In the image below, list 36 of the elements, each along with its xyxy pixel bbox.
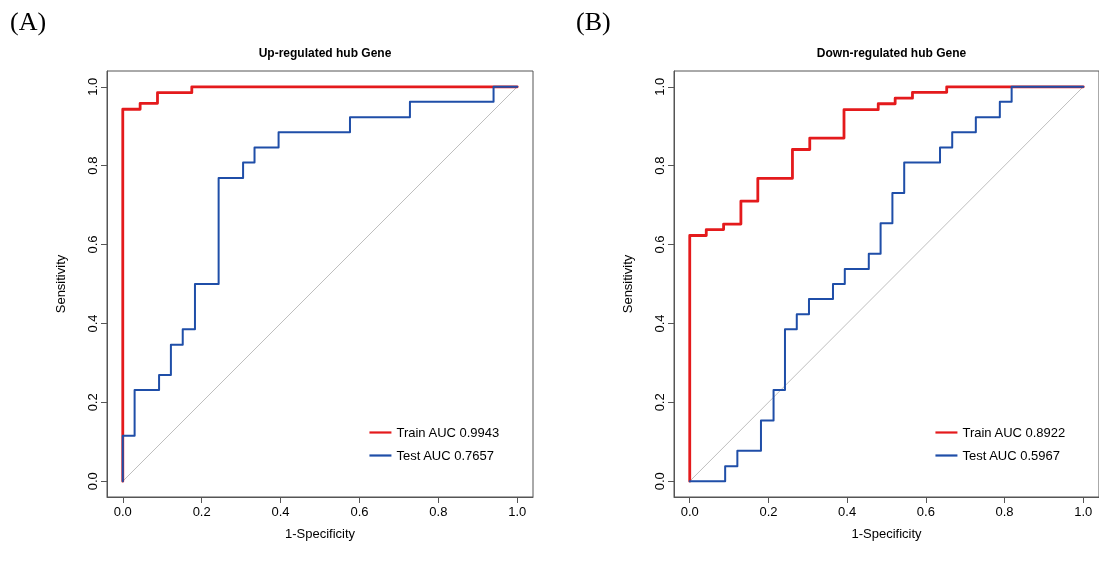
x-tick-label: 0.4 [271, 504, 290, 519]
legend-label: Test AUC 0.5967 [962, 448, 1060, 463]
x-tick-label: 0.0 [113, 504, 132, 519]
y-tick-label: 0.4 [85, 314, 100, 333]
x-tick-label: 1.0 [1074, 504, 1093, 519]
x-axis-title: 1-Specificity [851, 526, 923, 541]
x-tick-label: 0.0 [680, 504, 699, 519]
x-tick-label: 1.0 [508, 504, 527, 519]
x-tick-label: 0.2 [759, 504, 778, 519]
text: (B) [576, 6, 611, 36]
x-tick-label: 0.8 [995, 504, 1014, 519]
y-axis-title: Sensitivity [620, 254, 635, 314]
x-tick-label: 0.8 [429, 504, 448, 519]
y-tick-label: 0.2 [85, 393, 100, 412]
y-tick-label: 0.2 [652, 393, 667, 412]
x-tick-label: 0.2 [192, 504, 211, 519]
y-tick-label: 1.0 [652, 77, 667, 96]
y-tick-label: 0.6 [652, 235, 667, 254]
y-tick-label: 0.8 [652, 156, 667, 175]
y-tick-label: 0.0 [652, 472, 667, 491]
y-tick-label: 0.6 [85, 235, 100, 254]
legend-label: Train AUC 0.8922 [962, 425, 1066, 440]
y-tick-label: 0.8 [85, 156, 100, 175]
x-tick-label: 0.6 [916, 504, 935, 519]
legend-label: Train AUC 0.9943 [396, 425, 500, 440]
x-tick-label: 0.6 [350, 504, 369, 519]
x-axis-title: 1-Specificity [284, 526, 356, 541]
legend-label: Test AUC 0.7657 [396, 448, 494, 463]
y-axis-title: Sensitivity [53, 254, 68, 314]
chart-title: Up-regulated hub Gene [258, 46, 392, 60]
y-tick-label: 1.0 [85, 77, 100, 96]
y-tick-label: 0.0 [85, 472, 100, 491]
y-tick-label: 0.4 [652, 314, 667, 333]
x-tick-label: 0.4 [838, 504, 857, 519]
chart-title: Down-regulated hub Gene [816, 46, 967, 60]
text: (A) [10, 6, 47, 36]
